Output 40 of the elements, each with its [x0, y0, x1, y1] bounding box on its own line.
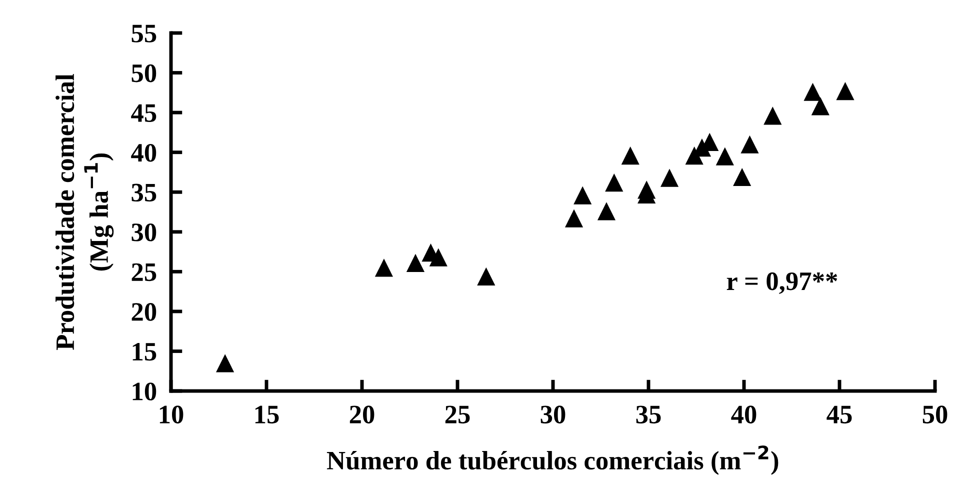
point	[574, 186, 592, 204]
annotation: r = 0,97**	[726, 272, 838, 294]
point	[716, 147, 734, 166]
point	[811, 97, 830, 116]
point	[374, 258, 394, 277]
point	[429, 248, 448, 266]
x-tick-label: 20	[350, 406, 374, 424]
x-tick-label: 25	[445, 406, 470, 424]
y-tick-label: 20	[132, 303, 156, 321]
y-tick-label: 50	[132, 64, 156, 82]
x-axis-title: Número de tubérculos comerciais (m$^{−2}$)	[326, 445, 778, 475]
y-tick-label: 40	[131, 144, 156, 162]
point	[740, 135, 759, 154]
point	[564, 209, 584, 228]
x-tick-label: 35	[636, 406, 661, 424]
point	[660, 168, 679, 187]
point	[216, 354, 234, 372]
x-tick-label: 50	[922, 406, 948, 424]
y-tick-label: 10	[132, 382, 156, 400]
point	[804, 82, 822, 101]
point	[621, 146, 640, 165]
y-tick-label: 35	[132, 184, 156, 202]
y-axis-title: Produtividade comercial (Mg ha$^{−1}$)	[56, 74, 114, 350]
point	[597, 202, 616, 220]
y-tick-label: 25	[132, 263, 156, 282]
point	[733, 168, 752, 186]
point	[406, 254, 425, 272]
x-tick-label: 40	[731, 406, 756, 424]
point	[605, 174, 624, 192]
y-tick-label: 45	[131, 104, 156, 122]
y-tick-label: 30	[132, 223, 156, 242]
x-tick-label: 30	[540, 406, 566, 424]
point	[836, 82, 854, 100]
x-tick-label: 15	[255, 406, 279, 424]
y-tick-label: 15	[132, 342, 156, 361]
y-tick-label: 55	[132, 24, 156, 42]
point	[477, 267, 496, 286]
x-tick-label: 10	[160, 406, 184, 424]
point	[764, 106, 782, 125]
x-tick-label: 45	[826, 406, 852, 424]
